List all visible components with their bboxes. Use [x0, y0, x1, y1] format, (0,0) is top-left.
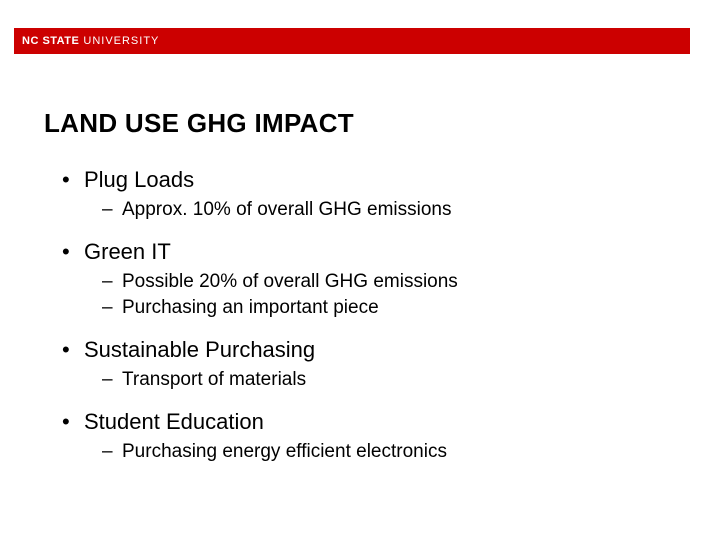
list-item-label: Plug Loads: [84, 167, 194, 193]
sub-item-label: Purchasing an important piece: [122, 297, 379, 319]
logo: NC STATE UNIVERSITY: [14, 28, 167, 54]
list-item: • Green IT: [62, 239, 676, 265]
list-item-label: Green IT: [84, 239, 171, 265]
bullet-icon: •: [62, 409, 84, 435]
bullet-icon: •: [62, 239, 84, 265]
sub-item: – Purchasing energy efficient electronic…: [102, 441, 676, 463]
dash-icon: –: [102, 369, 122, 391]
dash-icon: –: [102, 271, 122, 293]
list-item: • Sustainable Purchasing: [62, 337, 676, 363]
sub-item-label: Possible 20% of overall GHG emissions: [122, 271, 458, 293]
list-item-label: Sustainable Purchasing: [84, 337, 315, 363]
list-item: • Plug Loads: [62, 167, 676, 193]
page-title: LAND USE GHG IMPACT: [44, 108, 676, 139]
sub-item-label: Transport of materials: [122, 369, 306, 391]
logo-bold: NC STATE: [22, 35, 79, 47]
dash-icon: –: [102, 199, 122, 221]
dash-icon: –: [102, 441, 122, 463]
bullet-icon: •: [62, 337, 84, 363]
sub-item: – Possible 20% of overall GHG emissions: [102, 271, 676, 293]
list-item: • Student Education: [62, 409, 676, 435]
sub-item-label: Approx. 10% of overall GHG emissions: [122, 199, 451, 221]
logo-light: UNIVERSITY: [83, 35, 159, 47]
sub-item-label: Purchasing energy efficient electronics: [122, 441, 447, 463]
sub-item: – Transport of materials: [102, 369, 676, 391]
sub-item: – Approx. 10% of overall GHG emissions: [102, 199, 676, 221]
bullet-icon: •: [62, 167, 84, 193]
sub-item: – Purchasing an important piece: [102, 297, 676, 319]
slide-content: LAND USE GHG IMPACT • Plug Loads – Appro…: [44, 108, 676, 463]
list-item-label: Student Education: [84, 409, 264, 435]
dash-icon: –: [102, 297, 122, 319]
